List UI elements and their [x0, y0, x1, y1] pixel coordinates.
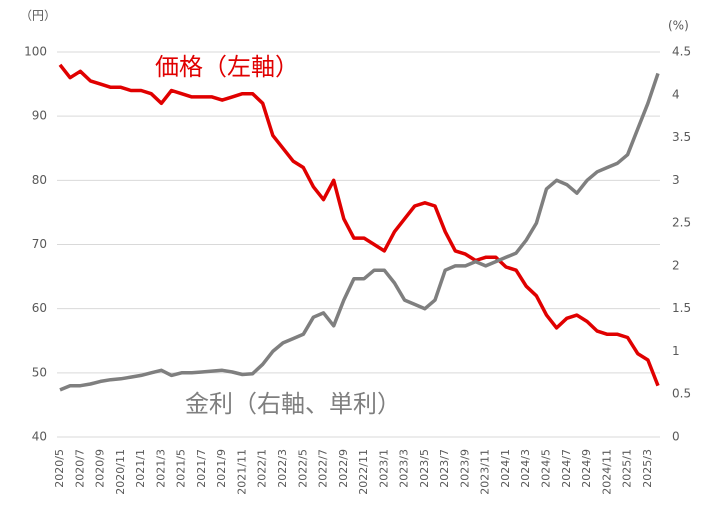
y2-tick-label: 4.5 [672, 45, 691, 59]
y-tick-label: 80 [32, 173, 47, 187]
y-unit: （円） [20, 9, 56, 23]
y2-tick-label: 2.5 [672, 216, 691, 230]
x-tick-label: 2023/11 [479, 449, 492, 495]
y2-unit: (%) [668, 19, 689, 33]
y2-tick-label: 4 [672, 87, 680, 101]
x-tick-label: 2021/9 [215, 449, 228, 488]
x-tick-label: 2020/5 [53, 449, 66, 488]
y-tick-label: 100 [24, 45, 47, 59]
x-tick-label: 2021/7 [195, 449, 208, 488]
y-tick-label: 90 [32, 109, 47, 123]
x-tick-label: 2021/11 [235, 449, 248, 495]
x-tick-label: 2022/7 [317, 449, 330, 488]
y-tick-label: 40 [32, 430, 47, 444]
y2-tick-label: 1.5 [672, 301, 691, 315]
series-line [58, 63, 660, 387]
x-tick-label: 2020/7 [73, 449, 86, 488]
x-tick-label: 2022/3 [276, 449, 289, 488]
x-tick-label: 2024/9 [580, 449, 593, 488]
x-tick-label: 2022/1 [256, 449, 269, 488]
annotation: 金利（右軸、単利） [185, 390, 401, 418]
annotation: 価格（左軸） [155, 53, 299, 81]
x-tick-label: 2023/5 [418, 449, 431, 488]
x-tick-label: 2022/5 [296, 449, 309, 488]
y2-tick-label: 3 [672, 173, 680, 187]
x-tick-label: 2021/5 [175, 449, 188, 488]
x-tick-label: 2023/1 [377, 449, 390, 488]
x-tick-label: 2022/11 [357, 449, 370, 495]
x-tick-label: 2022/9 [337, 449, 350, 488]
y2-tick-label: 3.5 [672, 130, 691, 144]
x-tick-label: 2023/7 [438, 449, 451, 488]
y2-tick-label: 0 [672, 430, 680, 444]
x-tick-label: 2024/11 [600, 449, 613, 495]
y2-tick-label: 0.5 [672, 387, 691, 401]
y2-tick-label: 1 [672, 344, 680, 358]
y-tick-label: 60 [32, 301, 47, 315]
x-tick-label: 2023/9 [458, 449, 471, 488]
x-tick-label: 2025/3 [641, 449, 654, 488]
x-tick-label: 2020/11 [114, 449, 127, 495]
y2-tick-label: 2 [672, 258, 680, 272]
x-tick-label: 2020/9 [94, 449, 107, 488]
x-tick-label: 2024/3 [519, 449, 532, 488]
series-line [59, 72, 660, 392]
x-tick-label: 2025/1 [621, 449, 634, 488]
x-tick-label: 2021/1 [134, 449, 147, 488]
x-tick-label: 2021/3 [154, 449, 167, 488]
x-tick-label: 2024/7 [560, 449, 573, 488]
x-tick-label: 2023/3 [398, 449, 411, 488]
y-tick-label: 50 [32, 365, 47, 379]
y-tick-label: 70 [32, 237, 47, 251]
x-tick-label: 2024/5 [540, 449, 553, 488]
x-tick-label: 2024/1 [499, 449, 512, 488]
